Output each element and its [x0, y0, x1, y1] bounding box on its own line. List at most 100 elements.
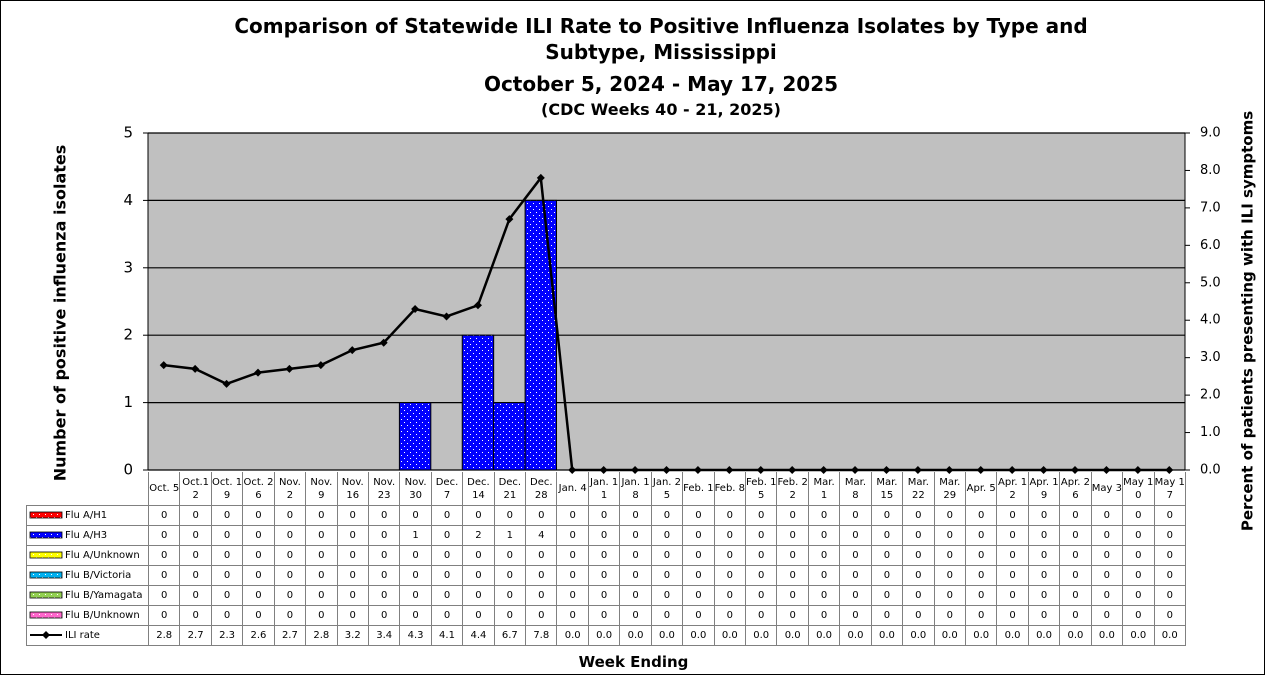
table-value: 0.0 — [996, 625, 1029, 646]
table-value: 0 — [1059, 545, 1092, 566]
table-value: 0.0 — [619, 625, 652, 646]
x-tick-label: Oct.12 — [179, 472, 212, 506]
x-tick-label: Apr. 26 — [1059, 472, 1092, 506]
bar — [461, 334, 495, 471]
table-value: 0 — [902, 585, 935, 606]
x-tick-label: Feb. 8 — [713, 472, 747, 506]
table-value: 0 — [210, 585, 244, 606]
table-value: 0 — [1122, 565, 1155, 586]
table-value: 0 — [399, 565, 432, 586]
table-value: 0 — [964, 605, 998, 626]
line-marker — [473, 301, 482, 310]
table-value: 0.0 — [1059, 625, 1092, 646]
table-value: 0 — [462, 505, 495, 526]
y2-tick-label: 0.0 — [1200, 463, 1221, 478]
y-tick-label: 3 — [123, 258, 133, 276]
x-axis-label: Week Ending — [578, 653, 689, 671]
legend-key — [29, 511, 63, 519]
table-value: 0 — [147, 505, 181, 526]
x-tick-label: Nov. 16 — [336, 472, 369, 506]
legend-key — [29, 611, 63, 619]
legend-swatch — [29, 531, 63, 539]
x-tick-label: Jan. 18 — [619, 472, 652, 506]
table-value: 0 — [556, 565, 589, 586]
table-value: 0 — [902, 525, 935, 546]
line-marker — [253, 368, 262, 377]
table-value: 0 — [210, 525, 244, 546]
table-value: 0 — [430, 525, 464, 546]
table-value: 0 — [682, 545, 715, 566]
table-value: 0 — [493, 505, 527, 526]
table-value: 0 — [902, 565, 935, 586]
table-value: 0 — [682, 505, 715, 526]
legend-key — [29, 571, 63, 579]
x-tick-label: Oct. 5 — [147, 472, 181, 506]
table-value: 0 — [242, 525, 275, 546]
legend-label: Flu B/Victoria — [65, 570, 132, 581]
table-value: 0 — [430, 605, 464, 626]
table-value: 0.0 — [650, 625, 684, 646]
table-value: 0 — [210, 605, 244, 626]
table-value: 0 — [713, 525, 747, 546]
legend-label: Flu A/Unknown — [65, 550, 140, 561]
x-tick-label: Mar. 1 — [807, 472, 841, 506]
y2-tick-label: 3.0 — [1200, 350, 1221, 365]
table-value: 0 — [305, 505, 338, 526]
table-value: 0 — [273, 545, 307, 566]
table-value: 0 — [556, 585, 589, 606]
table-value: 0 — [273, 565, 307, 586]
table-value: 0.0 — [1090, 625, 1124, 646]
y2-tick-label: 7.0 — [1200, 200, 1221, 215]
legend-item: ILI rate — [26, 625, 149, 646]
table-value: 0 — [870, 585, 904, 606]
table-value: 0.0 — [745, 625, 778, 646]
legend-swatch — [29, 591, 63, 599]
table-value: 0 — [776, 565, 809, 586]
table-value: 0 — [1153, 545, 1186, 566]
table-value: 0 — [1153, 605, 1186, 626]
table-value: 0 — [430, 545, 464, 566]
line-marker — [159, 361, 168, 370]
legend-label: Flu A/H3 — [65, 530, 108, 541]
x-tick-label: Apr. 19 — [1027, 472, 1061, 506]
table-value: 0 — [996, 545, 1029, 566]
legend-swatch — [29, 571, 63, 579]
y2-tick-label: 2.0 — [1200, 388, 1221, 403]
line-marker — [379, 338, 388, 347]
table-value: 0 — [902, 605, 935, 626]
legend-item: Flu B/Yamagata — [26, 585, 149, 606]
table-value: 0 — [462, 545, 495, 566]
table-value: 0 — [1153, 505, 1186, 526]
table-value: 0 — [493, 585, 527, 606]
table-value: 0 — [1090, 565, 1124, 586]
table-value: 0 — [619, 605, 652, 626]
chart-subtitle: October 5, 2024 - May 17, 2025 — [483, 72, 839, 96]
table-value: 0 — [745, 565, 778, 586]
table-value: 0 — [807, 525, 841, 546]
table-value: 0 — [745, 545, 778, 566]
table-value: 0 — [147, 545, 181, 566]
table-value: 0.0 — [713, 625, 747, 646]
line-marker — [191, 364, 200, 373]
x-tick-label: Dec. 14 — [462, 472, 495, 506]
table-value: 0 — [179, 585, 212, 606]
table-value: 0.0 — [1027, 625, 1061, 646]
table-value: 2.7 — [273, 625, 307, 646]
x-tick-label: Nov. 30 — [399, 472, 432, 506]
table-value: 0 — [242, 605, 275, 626]
x-tick-label: Feb. 1 — [682, 472, 715, 506]
legend-label: Flu A/H1 — [65, 510, 108, 521]
table-value: 0 — [556, 605, 589, 626]
x-tick-label: May 3 — [1090, 472, 1124, 506]
table-value: 0 — [933, 605, 966, 626]
x-tick-label: Dec. 28 — [525, 472, 558, 506]
table-value: 0 — [367, 565, 401, 586]
table-value: 0 — [147, 585, 181, 606]
table-value: 0 — [996, 565, 1029, 586]
legend-item: Flu A/Unknown — [26, 545, 149, 566]
table-value: 0 — [807, 605, 841, 626]
table-value: 0 — [1122, 525, 1155, 546]
legend-item: Flu B/Unknown — [26, 605, 149, 626]
table-value: 0 — [587, 505, 621, 526]
table-value: 0.0 — [776, 625, 809, 646]
